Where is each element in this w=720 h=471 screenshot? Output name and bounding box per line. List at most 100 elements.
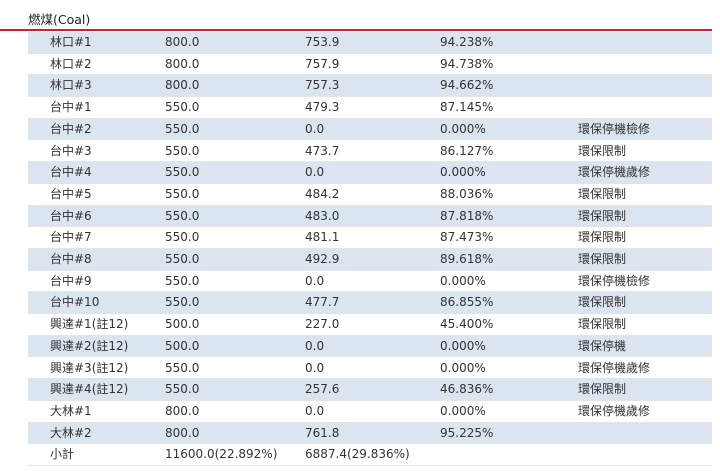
table-row: 興達#3(註12) 550.0 0.0 0.000% 環保停機歲修 (28, 358, 712, 380)
ratio: 0.000% (440, 360, 486, 375)
ratio: 94.238% (440, 35, 494, 49)
table-row: 大林#1 800.0 0.0 0.000% 環保停機歲修 (28, 401, 712, 423)
capacity: 800.0 (165, 78, 200, 93)
capacity: 550.0 (165, 273, 200, 288)
ratio: 86.855% (440, 295, 494, 310)
output: 0.0 (305, 338, 325, 353)
table-row: 台中#3 550.0 473.7 86.127% 環保限制 (28, 141, 712, 163)
table-row: 台中#9 550.0 0.0 0.000% 環保停機檢修 (28, 271, 712, 293)
output: 753.9 (305, 35, 340, 49)
capacity: 550.0 (165, 295, 200, 310)
ratio: 95.225% (440, 425, 494, 440)
note: 環保停機檢修 (578, 273, 651, 288)
unit-name: 興達#4(註12) (50, 382, 129, 397)
ratio: 94.738% (440, 56, 494, 71)
unit-name: 大林#1 (50, 403, 92, 418)
ratio: 87.145% (440, 100, 494, 115)
output: 6887.4(29.836%) (305, 447, 410, 462)
output: 479.3 (305, 100, 340, 115)
table-row: 台中#8 550.0 492.9 89.618% 環保限制 (28, 249, 712, 271)
note: 環保停機歲修 (578, 360, 651, 375)
ratio: 88.036% (440, 186, 494, 201)
table-row: 林口#3 800.0 757.3 94.662% (28, 75, 712, 98)
output: 227.0 (305, 317, 340, 332)
table-row: 台中#5 550.0 484.2 88.036% 環保限制 (28, 184, 712, 206)
unit-name: 興達#3(註12) (50, 360, 129, 375)
table-row: 台中#2 550.0 0.0 0.000% 環保停機檢修 (28, 118, 712, 141)
unit-name: 台中#7 (50, 230, 92, 245)
capacity: 800.0 (165, 35, 200, 49)
output: 477.7 (305, 295, 340, 310)
ratio: 94.662% (440, 78, 494, 93)
ratio: 0.000% (440, 165, 486, 180)
capacity: 550.0 (165, 360, 200, 375)
capacity: 550.0 (165, 208, 200, 223)
note: 環保限制 (578, 317, 627, 332)
note: 環保停機歲修 (578, 403, 651, 418)
note: 環保限制 (578, 186, 627, 201)
table-row: 台中#10 550.0 477.7 86.855% 環保限制 (28, 292, 712, 315)
note: 環保限制 (578, 295, 627, 310)
unit-name: 台中#8 (50, 252, 92, 266)
divider (0, 29, 712, 31)
note: 環保限制 (578, 143, 627, 158)
ratio: 45.400% (440, 317, 494, 332)
capacity: 800.0 (165, 56, 200, 71)
table-row: 林口#2 800.0 757.9 94.738% (28, 54, 712, 76)
note: 環保停機 (578, 338, 627, 353)
note: 環保停機歲修 (578, 165, 651, 180)
output: 757.9 (305, 56, 340, 71)
output: 0.0 (305, 360, 325, 375)
table-row: 台中#1 550.0 479.3 87.145% (28, 97, 712, 119)
output: 257.6 (305, 382, 340, 397)
output: 0.0 (305, 273, 325, 288)
table-row: 台中#6 550.0 483.0 87.818% 環保限制 (28, 205, 712, 228)
capacity: 550.0 (165, 252, 200, 266)
output: 492.9 (305, 252, 340, 266)
table-row: 大林#2 800.0 761.8 95.225% (28, 422, 712, 445)
output: 483.0 (305, 208, 340, 223)
unit-name: 林口#3 (50, 78, 92, 93)
table-row: 興達#4(註12) 550.0 257.6 46.836% 環保限制 (28, 379, 712, 401)
unit-name: 興達#2(註12) (50, 338, 129, 353)
capacity: 800.0 (165, 425, 200, 440)
capacity: 550.0 (165, 382, 200, 397)
unit-name: 台中#3 (50, 143, 92, 158)
unit-name: 大林#2 (50, 425, 92, 440)
output: 481.1 (305, 230, 340, 245)
unit-name: 林口#1 (50, 35, 92, 49)
ratio: 87.818% (440, 208, 494, 223)
unit-name: 台中#2 (50, 121, 92, 136)
capacity: 500.0 (165, 317, 200, 332)
capacity: 550.0 (165, 100, 200, 115)
output: 757.3 (305, 78, 340, 93)
ratio: 0.000% (440, 273, 486, 288)
section-title: 燃煤(Coal) (28, 12, 91, 27)
unit-name: 台中#4 (50, 165, 92, 180)
ratio: 46.836% (440, 382, 494, 397)
table-row: 台中#7 550.0 481.1 87.473% 環保限制 (28, 227, 712, 249)
capacity: 550.0 (165, 230, 200, 245)
ratio: 0.000% (440, 403, 486, 418)
table-row: 興達#2(註12) 500.0 0.0 0.000% 環保停機 (28, 335, 712, 358)
output: 761.8 (305, 425, 340, 440)
capacity: 550.0 (165, 121, 200, 136)
ratio: 86.127% (440, 143, 494, 158)
note: 環保停機檢修 (578, 121, 651, 136)
output: 473.7 (305, 143, 340, 158)
unit-name: 台中#10 (50, 295, 100, 310)
table-row: 台中#4 550.0 0.0 0.000% 環保停機歲修 (28, 162, 712, 184)
capacity: 550.0 (165, 143, 200, 158)
output: 0.0 (305, 403, 325, 418)
note: 環保限制 (578, 252, 627, 266)
ratio: 0.000% (440, 121, 486, 136)
capacity: 500.0 (165, 338, 200, 353)
output: 484.2 (305, 186, 340, 201)
capacity: 800.0 (165, 403, 200, 418)
unit-name: 台中#1 (50, 100, 92, 115)
note: 環保限制 (578, 230, 627, 245)
unit-name: 小計 (50, 447, 75, 462)
output: 0.0 (305, 121, 325, 136)
unit-name: 台中#5 (50, 186, 92, 201)
